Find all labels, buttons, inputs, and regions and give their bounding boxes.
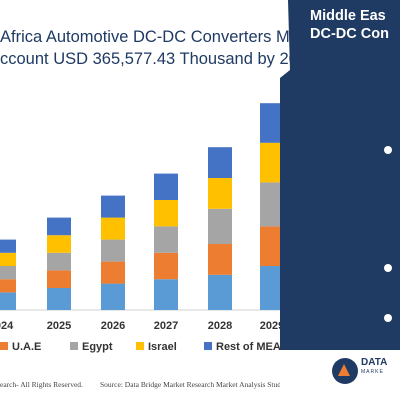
legend-item-rest-of-mea: Rest of MEA (204, 341, 281, 353)
bar-segment-024-series-0 (0, 292, 16, 310)
chart-title-line-1: Africa Automotive DC-DC Converters Marke… (0, 28, 343, 46)
x-tick-label: 024 (0, 320, 14, 332)
legend-label-rest-of-mea: Rest of MEA (216, 341, 281, 353)
logo-icon (332, 358, 358, 384)
footer-source: Source: Data Bridge Market Research Mark… (100, 380, 302, 389)
x-tick-label: 2025 (47, 320, 71, 332)
side-panel-title-line-2: DC-DC Con (310, 26, 389, 42)
bar-segment-2027-series-0 (154, 279, 178, 310)
legend-item-uae: U.A.E (0, 341, 41, 353)
bar-segment-2028-series-4 (208, 147, 232, 178)
x-tick-label: 2026 (101, 320, 125, 332)
bar-segment-2025-series-3 (47, 235, 71, 253)
bar-segment-024-series-1 (0, 279, 16, 293)
legend-swatch-egypt (70, 342, 78, 350)
x-tick-label: 2028 (208, 320, 232, 332)
legend-swatch-israel (136, 342, 144, 350)
bar-segment-2026-series-1 (101, 261, 125, 284)
bar-segment-2028-series-3 (208, 178, 232, 209)
bar-segment-2025-series-4 (47, 217, 71, 236)
bullet-icon (384, 146, 392, 154)
legend-label-egypt: Egypt (82, 341, 113, 353)
bar-segment-024-series-2 (0, 266, 16, 280)
bar-segment-2025-series-2 (47, 252, 71, 271)
x-tick-label: 2027 (154, 320, 178, 332)
footer-copyright: earch- All Rights Reserved. (0, 380, 83, 389)
legend-swatch-uae (0, 342, 8, 350)
chart-title-line-2: ccount USD 365,577.43 Thousand by 2029 (0, 50, 317, 68)
bar-segment-2028-series-0 (208, 274, 232, 310)
legend-label-uae: U.A.E (12, 341, 42, 353)
side-panel-title-line-1: Middle Eas (310, 8, 386, 24)
bar-segment-024-series-4 (0, 239, 16, 253)
legend-label-israel: Israel (148, 341, 177, 353)
logo-subtext: MARKE (361, 369, 384, 375)
bar-segment-2026-series-2 (101, 239, 125, 262)
bar-segment-2026-series-0 (101, 283, 125, 310)
bar-segment-2026-series-3 (101, 217, 125, 240)
bar-segment-2027-series-3 (154, 200, 178, 227)
bar-segment-2026-series-4 (101, 195, 125, 218)
side-panel: Middle Eas DC-DC Con (280, 0, 400, 400)
bar-segment-2027-series-4 (154, 173, 178, 200)
bar-segment-2028-series-1 (208, 244, 232, 275)
bar-chart: 024 2025 2026 2027 2028 2029 (0, 103, 300, 332)
bullet-icon (384, 314, 392, 322)
bar-segment-024-series-3 (0, 252, 16, 266)
side-panel-shape (280, 0, 400, 400)
bar-segment-2025-series-0 (47, 288, 71, 310)
logo-mark (338, 364, 350, 376)
bullet-icon (384, 264, 392, 272)
legend-swatch-rest-of-mea (204, 342, 212, 350)
side-panel-background (280, 0, 400, 400)
x-tick-label: 2029 (260, 320, 284, 332)
logo-text: DATA (361, 357, 388, 368)
bar-segment-2028-series-2 (208, 208, 232, 244)
legend-item-egypt: Egypt (70, 341, 113, 353)
bar-segment-2027-series-1 (154, 252, 178, 280)
legend-item-israel: Israel (136, 341, 177, 353)
bar-segment-2025-series-1 (47, 270, 71, 288)
bar-segment-2027-series-2 (154, 226, 178, 253)
